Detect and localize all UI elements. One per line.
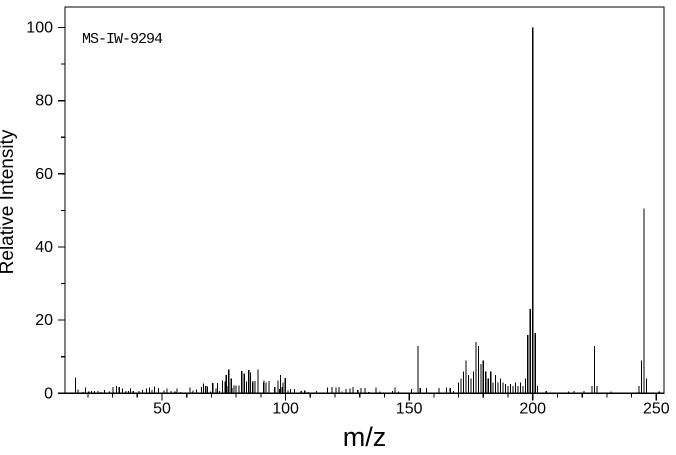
svg-text:100: 100 [26, 20, 53, 37]
svg-text:20: 20 [35, 312, 53, 329]
svg-text:150: 150 [396, 400, 423, 417]
svg-text:100: 100 [272, 400, 299, 417]
svg-text:200: 200 [519, 400, 546, 417]
svg-text:40: 40 [35, 239, 53, 256]
svg-text:0: 0 [44, 385, 53, 402]
svg-text:250: 250 [643, 400, 670, 417]
svg-text:50: 50 [153, 400, 171, 417]
svg-text:60: 60 [35, 166, 53, 183]
svg-text:80: 80 [35, 93, 53, 110]
